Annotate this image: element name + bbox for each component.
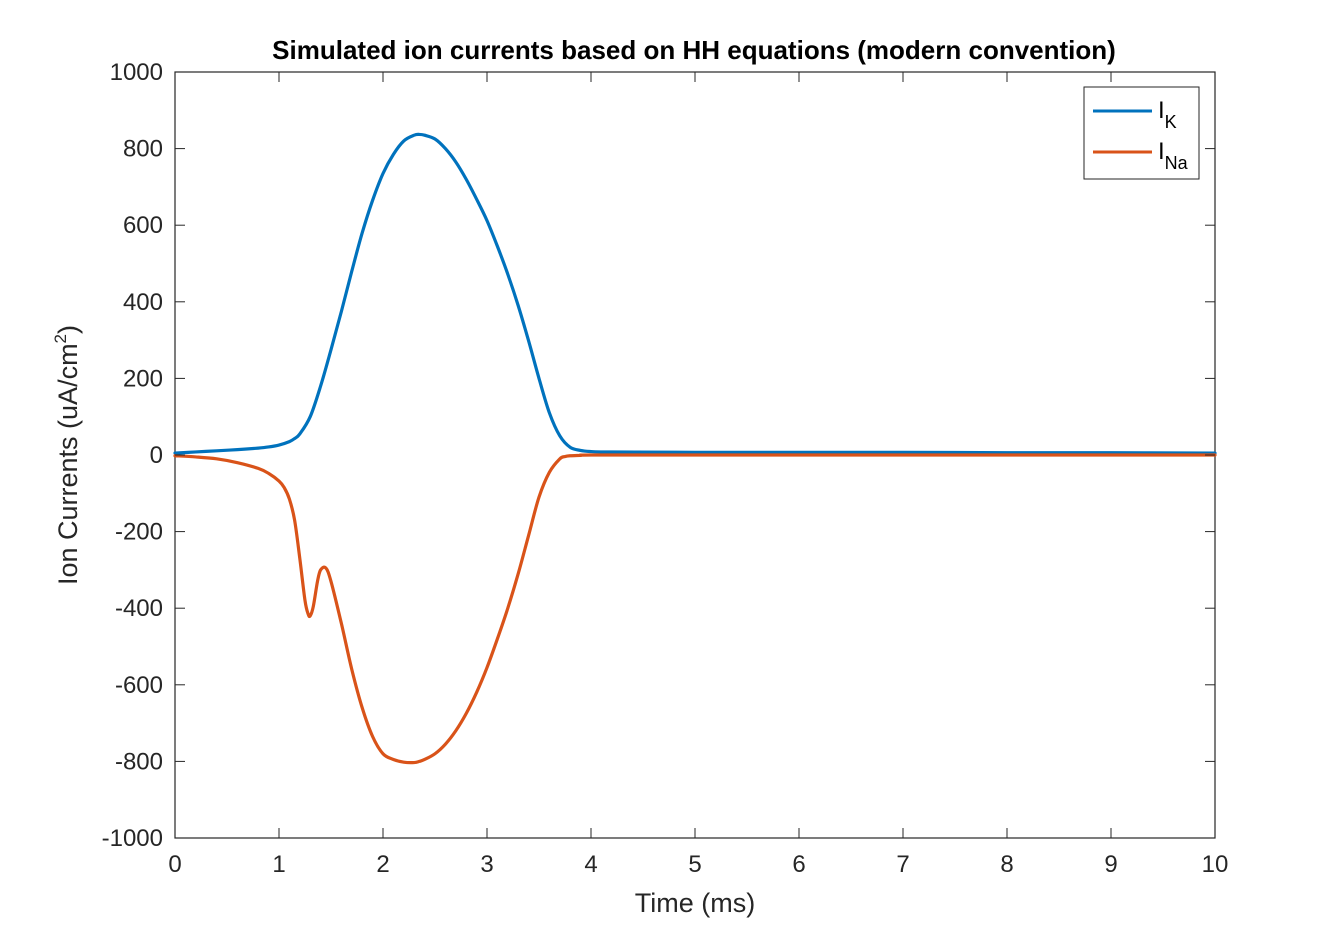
legend-label-ik-main: I [1158, 97, 1165, 124]
chart-title: Simulated ion currents based on HH equat… [272, 35, 1116, 65]
y-tick-label: -200 [115, 519, 163, 546]
x-tick-label: 7 [896, 851, 909, 878]
x-tick-label: 0 [168, 851, 181, 878]
x-tick-label: 10 [1202, 851, 1229, 878]
x-tick-label: 9 [1104, 851, 1117, 878]
y-tick-label: 800 [123, 136, 163, 163]
legend-label-ina: INa [1158, 138, 1189, 173]
y-axis-label-superscript: 2 [51, 334, 70, 343]
y-tick-label: -1000 [102, 825, 163, 852]
y-tick-label: -400 [115, 595, 163, 622]
y-tick-label: 0 [150, 442, 163, 469]
y-axis-label-end: ) [53, 325, 83, 334]
x-tick-label: 1 [272, 851, 285, 878]
y-tick-label: -600 [115, 672, 163, 699]
legend-box [1083, 86, 1200, 180]
legend-label-ik: IK [1158, 97, 1177, 132]
x-tick-label: 4 [584, 851, 597, 878]
y-axis-label-main: Ion Currents (uA/cm [53, 343, 83, 585]
y-axis-label: Ion Currents (uA/cm2) [51, 325, 83, 585]
series-line-i-na [173, 453, 1217, 765]
y-tick-label: 200 [123, 365, 163, 392]
x-tick-label: 6 [792, 851, 805, 878]
plot-area: 0 1 2 3 4 5 6 7 8 9 10 -1000 -800 -600 -400 -200 0 200 400… [102, 59, 1229, 878]
y-tick-label: 1000 [110, 59, 163, 86]
legend-label-ik-sub: K [1165, 112, 1177, 132]
x-tick-label: 2 [376, 851, 389, 878]
x-tick-label: 5 [688, 851, 701, 878]
legend-label-ina-main: I [1158, 138, 1165, 165]
legend-label-ina-sub: Na [1165, 153, 1189, 173]
legend: IK INa [1083, 86, 1200, 180]
y-tick-label: 600 [123, 212, 163, 239]
ticks-layer: 0 1 2 3 4 5 6 7 8 9 10 -1000 -800 -600 -400 -200 0 200 400… [102, 59, 1229, 878]
series-layer [173, 132, 1217, 765]
x-tick-label: 3 [480, 851, 493, 878]
series-line-i-k [173, 132, 1217, 455]
y-tick-label: -800 [115, 748, 163, 775]
y-tick-label: 400 [123, 289, 163, 316]
x-axis-label: Time (ms) [635, 888, 755, 918]
x-tick-label: 8 [1000, 851, 1013, 878]
